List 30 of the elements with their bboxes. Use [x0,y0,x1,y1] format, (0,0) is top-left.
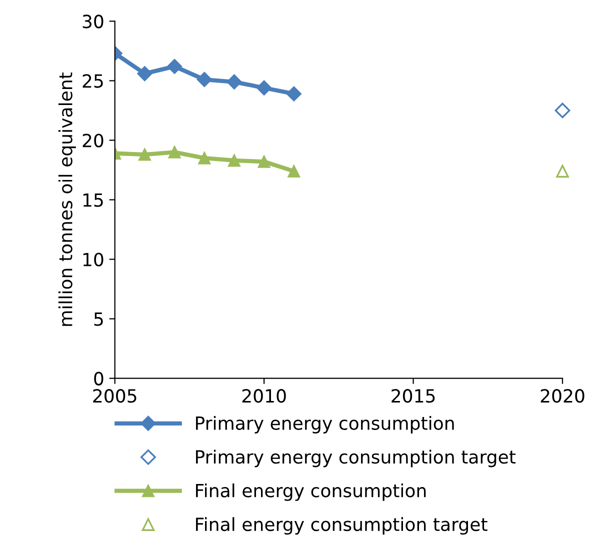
legend-label: Final energy consumption target [196,517,488,535]
point [226,74,242,90]
point [256,80,272,96]
point [196,72,212,88]
y-tick-label: 15 [83,193,103,207]
point [556,164,569,178]
point [228,154,240,167]
legend-label: Final energy consumption [196,483,426,501]
point [288,164,300,178]
x-tick-label: 2005 [93,389,136,403]
point [286,86,302,102]
point [166,58,182,74]
point [258,155,270,168]
y-tick-label: 25 [82,74,103,88]
legend-label: Primary energy consumption target [196,450,516,468]
y-axis-title: million tonnes oil equivalent [58,72,76,326]
y-tick-label: 10 [83,252,104,266]
x-tick-label: 2020 [540,389,584,403]
point [554,102,570,118]
y-tick-label: 0 [94,372,104,386]
x-tick-label: 2015 [392,389,435,403]
y-tick-label: 5 [94,312,103,326]
y-tick-label: 20 [82,134,104,148]
legend-label: Primary energy consumption [196,416,454,434]
point [137,66,152,82]
point [198,152,211,164]
point [168,146,181,158]
x-tick-label: 2010 [242,389,286,403]
point [138,148,151,161]
y-tick-label: 30 [82,14,104,28]
